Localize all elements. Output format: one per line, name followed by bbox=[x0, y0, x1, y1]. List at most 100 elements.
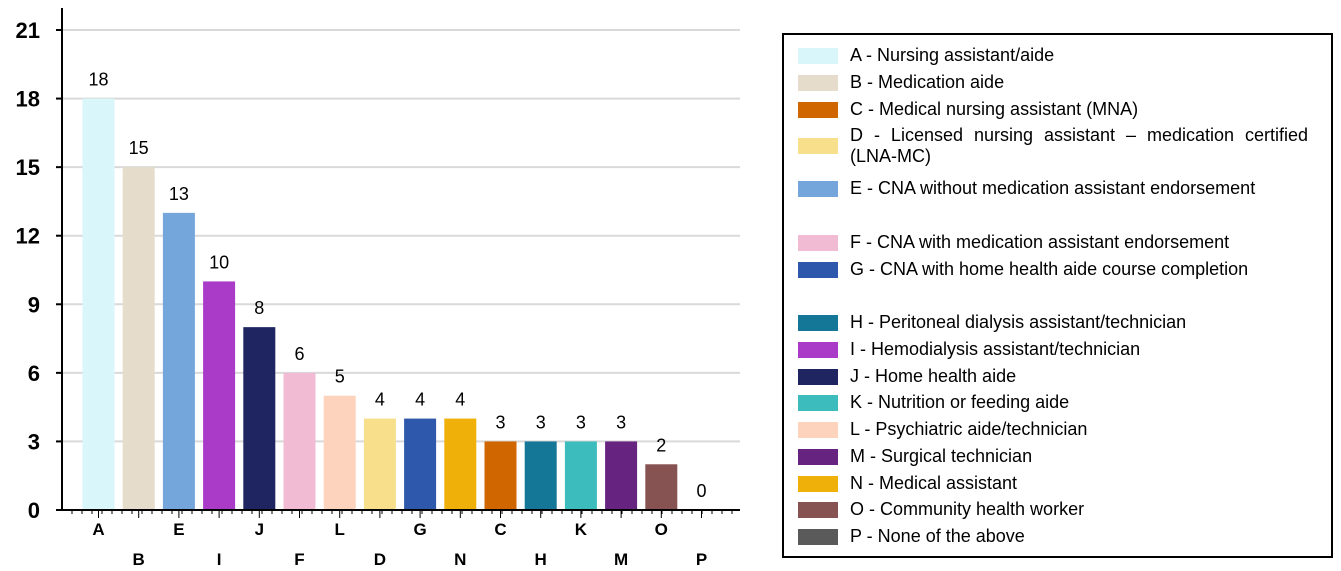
bar bbox=[404, 418, 437, 510]
legend-item: I - Hemodialysis assistant/technician bbox=[798, 339, 1308, 360]
x-tick-label: G bbox=[413, 520, 426, 539]
legend-item: H - Peritoneal dialysis assistant/techni… bbox=[798, 312, 1308, 333]
data-label: 13 bbox=[169, 184, 189, 204]
bar bbox=[645, 464, 678, 510]
legend-item: B - Medication aide bbox=[798, 72, 1308, 93]
legend-label: C - Medical nursing assistant (MNA) bbox=[850, 99, 1139, 119]
legend-swatch bbox=[798, 341, 838, 358]
bar bbox=[283, 372, 316, 510]
legend-label: M - Surgical technician bbox=[850, 446, 1033, 466]
bar bbox=[203, 281, 236, 510]
x-tick-label: F bbox=[294, 550, 304, 566]
legend-item: P - None of the above bbox=[798, 526, 1308, 547]
legend-label: F - CNA with medication assistant endors… bbox=[850, 232, 1230, 252]
x-tick-label: O bbox=[655, 520, 668, 539]
legend-item: L - Psychiatric aide/technician bbox=[798, 419, 1308, 440]
legend-label: B - Medication aide bbox=[850, 72, 1005, 92]
legend-swatch bbox=[798, 261, 838, 278]
data-label: 15 bbox=[129, 138, 149, 158]
legend-swatch bbox=[798, 501, 838, 518]
x-tick-label: P bbox=[696, 550, 707, 566]
legend-label: O - Community health worker bbox=[850, 499, 1085, 519]
legend-label: D - Licensed nursing assistant – medicat… bbox=[850, 125, 1308, 166]
bar bbox=[605, 441, 638, 510]
legend-label: H - Peritoneal dialysis assistant/techni… bbox=[850, 312, 1187, 332]
x-tick-label: N bbox=[454, 550, 466, 566]
data-label: 4 bbox=[415, 390, 425, 410]
x-tick-label: K bbox=[575, 520, 588, 539]
x-tick-label: M bbox=[614, 550, 628, 566]
legend-label: L - Psychiatric aide/technician bbox=[850, 419, 1088, 439]
bar bbox=[82, 98, 115, 511]
bar bbox=[162, 212, 195, 510]
legend-label: N - Medical assistant bbox=[850, 473, 1018, 493]
data-label: 6 bbox=[294, 344, 304, 364]
data-label: 8 bbox=[254, 298, 264, 318]
legend-swatch bbox=[798, 528, 838, 545]
legend-swatch bbox=[798, 47, 838, 64]
x-tick-label: E bbox=[173, 520, 184, 539]
legend-label: I - Hemodialysis assistant/technician bbox=[850, 339, 1141, 359]
legend-swatch bbox=[798, 421, 838, 438]
x-tick-label: L bbox=[335, 520, 345, 539]
bar bbox=[363, 418, 396, 510]
y-tick-label: 18 bbox=[16, 87, 40, 112]
bar bbox=[524, 441, 557, 510]
legend-item: D - Licensed nursing assistant – medicat… bbox=[798, 125, 1308, 167]
legend-label: P - None of the above bbox=[850, 526, 1025, 546]
legend-swatch bbox=[798, 314, 838, 331]
data-label: 4 bbox=[375, 390, 385, 410]
y-tick-label: 12 bbox=[16, 224, 40, 249]
bar bbox=[484, 441, 517, 510]
legend-item: C - Medical nursing assistant (MNA) bbox=[798, 99, 1308, 120]
legend-item: A - Nursing assistant/aide bbox=[798, 45, 1308, 66]
data-label: 18 bbox=[88, 70, 108, 90]
y-tick-label: 3 bbox=[28, 429, 40, 454]
legend-swatch bbox=[798, 368, 838, 385]
legend-label: G - CNA with home health aide course com… bbox=[850, 259, 1249, 279]
legend-swatch bbox=[798, 180, 838, 197]
legend-swatch bbox=[798, 234, 838, 251]
legend-item: F - CNA with medication assistant endors… bbox=[798, 232, 1308, 253]
y-tick-label: 15 bbox=[16, 155, 40, 180]
x-tick-label: C bbox=[494, 520, 506, 539]
legend-item: N - Medical assistant bbox=[798, 473, 1308, 494]
bar bbox=[444, 418, 477, 510]
legend-swatch bbox=[798, 74, 838, 91]
bar bbox=[323, 395, 356, 510]
legend-label: A - Nursing assistant/aide bbox=[850, 45, 1055, 65]
legend-item: G - CNA with home health aide course com… bbox=[798, 259, 1308, 280]
bar bbox=[564, 441, 597, 510]
x-tick-label: J bbox=[255, 520, 264, 539]
data-label: 2 bbox=[656, 435, 666, 455]
legend-swatch bbox=[798, 475, 838, 492]
legend-item: E - CNA without medication assistant end… bbox=[798, 178, 1308, 199]
legend-item: M - Surgical technician bbox=[798, 446, 1308, 467]
bar bbox=[122, 167, 155, 510]
legend-swatch bbox=[798, 138, 838, 154]
legend-swatch bbox=[798, 101, 838, 118]
y-tick-label: 21 bbox=[16, 18, 40, 43]
legend-swatch bbox=[798, 448, 838, 465]
legend-item: O - Community health worker bbox=[798, 499, 1308, 520]
legend-label: J - Home health aide bbox=[850, 366, 1017, 386]
legend-label: E - CNA without medication assistant end… bbox=[850, 178, 1256, 198]
bar bbox=[243, 327, 276, 510]
legend-label: K - Nutrition or feeding aide bbox=[850, 392, 1070, 412]
data-label: 0 bbox=[696, 481, 706, 501]
legend-item: J - Home health aide bbox=[798, 366, 1308, 387]
data-label: 3 bbox=[616, 412, 626, 432]
chart-svg: 0 3 6 9 12 15 18 21 18 A 15 B 13 E 10 I 8 J 6 F 5 L 4 D 4 G 4 N 3 C 3 H… bbox=[16, 8, 740, 569]
data-label: 4 bbox=[455, 390, 465, 410]
x-tick-label: A bbox=[92, 520, 104, 539]
x-tick-label: I bbox=[217, 550, 222, 566]
bar-chart: 0 3 6 9 12 15 18 21 18 A 15 B 13 E 10 I 8 J 6 F 5 L 4 D 4 G 4 N 3 C 3 H… bbox=[16, 8, 740, 569]
data-label: 10 bbox=[209, 252, 229, 272]
x-tick-label: B bbox=[133, 550, 145, 566]
legend-item: K - Nutrition or feeding aide bbox=[798, 392, 1308, 413]
legend-swatch bbox=[798, 394, 838, 411]
data-label: 3 bbox=[576, 412, 586, 432]
chart-legend: A - Nursing assistant/aide B - Medication… bbox=[782, 33, 1333, 558]
data-label: 5 bbox=[335, 367, 345, 387]
y-tick-label: 9 bbox=[28, 292, 40, 317]
